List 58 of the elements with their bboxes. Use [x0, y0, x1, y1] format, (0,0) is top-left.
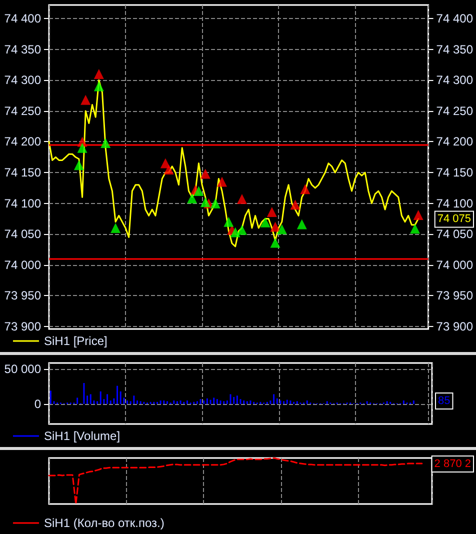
- y-tick-label: 74 100: [4, 196, 42, 210]
- y2-tick-label: 74 150: [436, 166, 474, 180]
- y2-tick-label: 74 400: [436, 12, 474, 26]
- y-tick-label: 73 950: [4, 288, 42, 303]
- y-tick-label: 74 400: [4, 12, 42, 26]
- point: [200, 168, 210, 179]
- point: [217, 176, 228, 187]
- point: [210, 198, 220, 208]
- point: [164, 164, 174, 174]
- text: 85: [438, 394, 450, 407]
- point: [187, 193, 198, 204]
- y2-tick-label: 74 200: [436, 134, 474, 149]
- y2-tick-label: 74 000: [436, 258, 474, 272]
- point: [296, 219, 307, 230]
- point: [410, 224, 420, 234]
- text: 2 870 2: [434, 458, 471, 470]
- y-tick-label: 0: [34, 396, 42, 411]
- y-tick-label: 74 250: [4, 104, 42, 118]
- point: [200, 197, 210, 208]
- y-tick-label: 73 900: [4, 320, 42, 334]
- point: [236, 194, 247, 204]
- legend-label: SiH1 [Price]: [44, 334, 108, 348]
- point: [110, 222, 121, 233]
- y2-tick-label: 73 900: [436, 320, 474, 334]
- point: [236, 224, 247, 235]
- y2-tick-label: 73 950: [436, 288, 474, 303]
- point: [94, 68, 104, 79]
- text: 74 075: [437, 213, 472, 226]
- y2-tick-label: 74 050: [436, 227, 474, 242]
- y2-tick-label: 74 300: [436, 73, 474, 88]
- point: [94, 81, 104, 92]
- y-tick-label: 74 000: [4, 258, 42, 272]
- point: [270, 222, 280, 232]
- point: [300, 184, 310, 194]
- point: [276, 224, 287, 234]
- y2-tick-label: 74 100: [436, 196, 474, 210]
- y2-tick-label: 74 350: [436, 42, 474, 56]
- point: [266, 206, 277, 217]
- point: [413, 210, 424, 220]
- point: [194, 186, 204, 196]
- point: [77, 142, 88, 153]
- legend-label: SiH1 (Кол-во отк.поз.): [44, 516, 164, 530]
- y2-tick-label: 74 250: [436, 104, 474, 118]
- legend-label: SiH1 [Volume]: [44, 429, 120, 443]
- point: [290, 200, 300, 210]
- y-tick-label: 74 150: [4, 166, 42, 180]
- point: [270, 238, 280, 248]
- y-tick-label: 74 300: [4, 73, 42, 88]
- y-tick-label: 74 200: [4, 134, 42, 149]
- point: [230, 227, 240, 238]
- point: [100, 138, 111, 148]
- point: [74, 160, 84, 170]
- y-tick-label: 74 050: [4, 227, 42, 242]
- y-tick-label: 50 000: [4, 362, 42, 376]
- point: [260, 217, 270, 228]
- point: [80, 94, 91, 105]
- y-tick-label: 74 350: [4, 42, 42, 56]
- point: [224, 216, 234, 227]
